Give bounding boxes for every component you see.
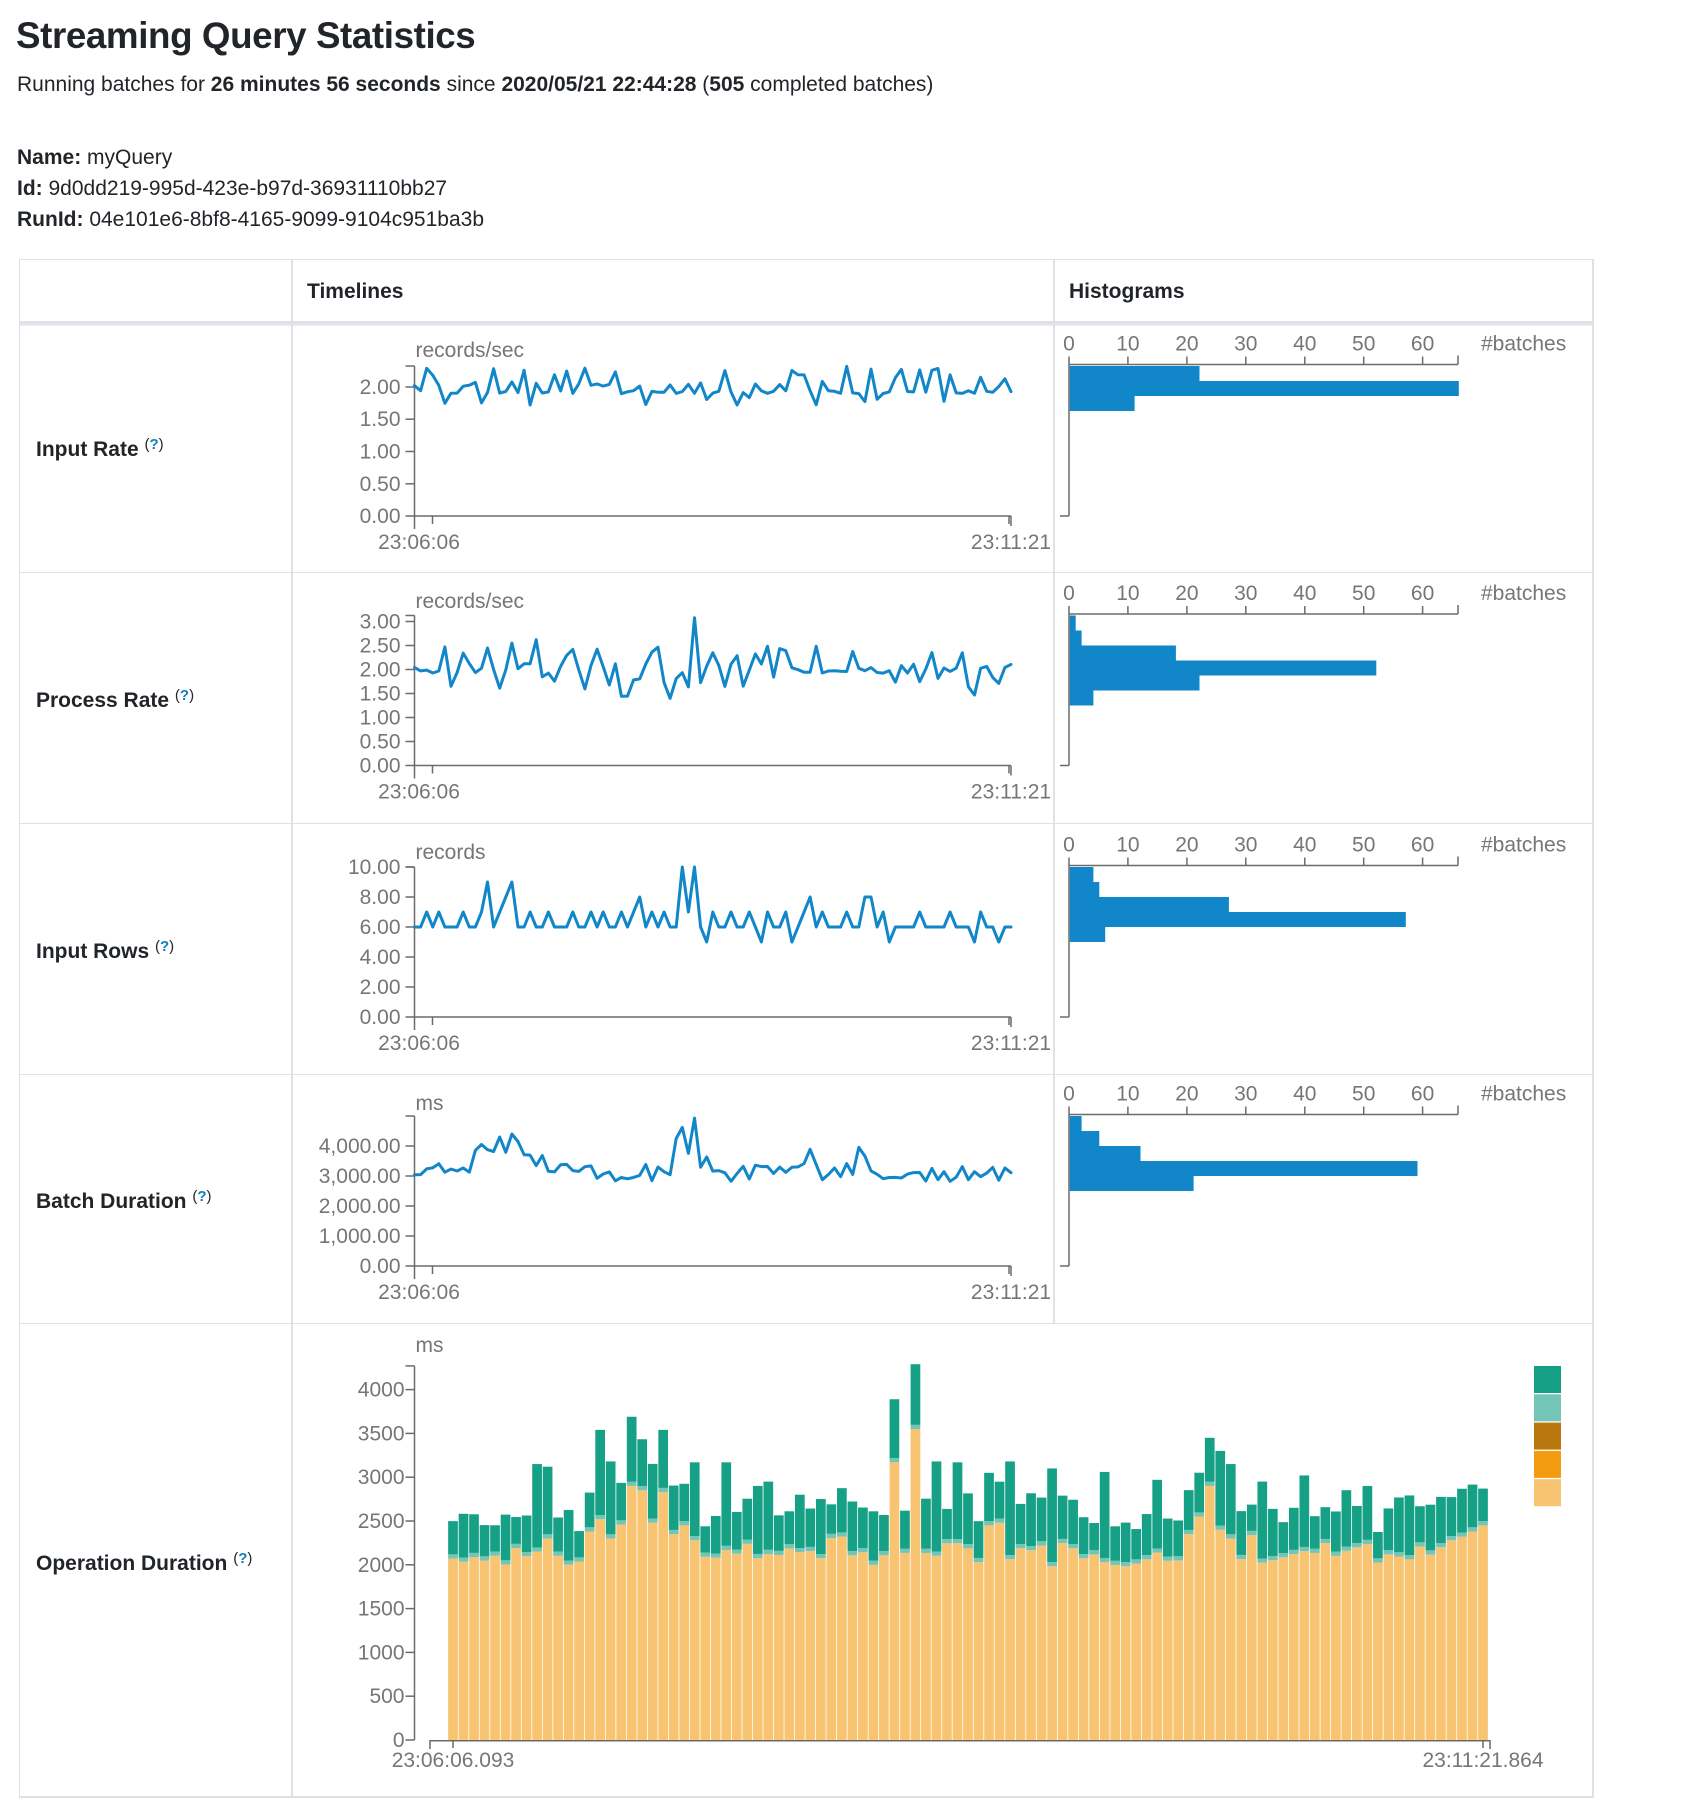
svg-text:2.00: 2.00: [360, 659, 401, 682]
svg-text:2.00: 2.00: [360, 376, 401, 399]
svg-text:1.50: 1.50: [360, 408, 401, 431]
svg-text:2000: 2000: [358, 1554, 405, 1577]
svg-text:40: 40: [1293, 582, 1316, 605]
svg-text:23:06:06.093: 23:06:06.093: [392, 1749, 515, 1772]
svg-text:1.00: 1.00: [360, 441, 401, 464]
svg-text:1.50: 1.50: [360, 683, 401, 706]
svg-text:8.00: 8.00: [360, 886, 401, 909]
svg-text:20: 20: [1175, 1083, 1198, 1106]
svg-text:1000: 1000: [358, 1641, 405, 1664]
svg-text:10: 10: [1116, 333, 1139, 356]
svg-text:3,000.00: 3,000.00: [319, 1165, 401, 1188]
svg-text:0.00: 0.00: [360, 505, 401, 528]
svg-text:records: records: [416, 841, 486, 864]
svg-text:30: 30: [1234, 333, 1257, 356]
svg-text:#batches: #batches: [1481, 834, 1566, 857]
svg-text:10.00: 10.00: [348, 856, 401, 879]
svg-text:2.00: 2.00: [360, 976, 401, 999]
svg-text:23:11:21.864: 23:11:21.864: [1422, 1749, 1543, 1772]
svg-text:60: 60: [1411, 333, 1434, 356]
svg-text:40: 40: [1293, 1083, 1316, 1106]
svg-text:23:11:21: 23:11:21: [971, 1032, 1051, 1055]
svg-text:20: 20: [1175, 582, 1198, 605]
svg-text:40: 40: [1293, 834, 1316, 857]
svg-text:ms: ms: [416, 1334, 444, 1357]
svg-text:4,000.00: 4,000.00: [319, 1135, 401, 1158]
svg-text:#batches: #batches: [1481, 582, 1566, 605]
svg-text:60: 60: [1411, 582, 1434, 605]
svg-text:0: 0: [1063, 333, 1075, 356]
svg-text:60: 60: [1411, 834, 1434, 857]
svg-text:2500: 2500: [358, 1510, 405, 1533]
svg-text:20: 20: [1175, 333, 1198, 356]
svg-text:0.50: 0.50: [360, 473, 401, 496]
svg-text:23:06:06: 23:06:06: [378, 781, 460, 804]
svg-text:3.00: 3.00: [360, 611, 401, 634]
svg-text:20: 20: [1175, 834, 1198, 857]
svg-text:2,000.00: 2,000.00: [319, 1195, 401, 1218]
svg-text:30: 30: [1234, 834, 1257, 857]
svg-text:23:06:06: 23:06:06: [378, 531, 460, 554]
svg-text:0: 0: [1063, 1083, 1075, 1106]
svg-text:60: 60: [1411, 1083, 1434, 1106]
svg-text:2.50: 2.50: [360, 635, 401, 658]
svg-text:23:11:21: 23:11:21: [971, 531, 1051, 554]
svg-text:23:11:21: 23:11:21: [971, 781, 1051, 804]
svg-text:3500: 3500: [358, 1422, 405, 1445]
svg-text:50: 50: [1352, 1083, 1375, 1106]
svg-text:23:11:21: 23:11:21: [971, 1281, 1051, 1304]
svg-text:50: 50: [1352, 834, 1375, 857]
svg-text:6.00: 6.00: [360, 916, 401, 939]
svg-text:ms: ms: [416, 1092, 444, 1115]
svg-text:0.00: 0.00: [360, 755, 401, 778]
svg-text:30: 30: [1234, 1083, 1257, 1106]
svg-text:#batches: #batches: [1481, 1083, 1566, 1106]
svg-text:23:06:06: 23:06:06: [378, 1281, 460, 1304]
svg-text:30: 30: [1234, 582, 1257, 605]
svg-text:records/sec: records/sec: [416, 590, 525, 613]
svg-text:4000: 4000: [358, 1379, 405, 1402]
svg-text:3000: 3000: [358, 1466, 405, 1489]
svg-text:1.00: 1.00: [360, 707, 401, 730]
svg-text:#batches: #batches: [1481, 333, 1566, 356]
svg-text:0: 0: [1063, 834, 1075, 857]
svg-text:10: 10: [1116, 582, 1139, 605]
svg-text:0.00: 0.00: [360, 1255, 401, 1278]
svg-text:records/sec: records/sec: [416, 339, 525, 362]
svg-text:50: 50: [1352, 582, 1375, 605]
svg-text:1,000.00: 1,000.00: [319, 1225, 401, 1248]
svg-text:0.00: 0.00: [360, 1006, 401, 1029]
svg-text:50: 50: [1352, 333, 1375, 356]
svg-text:4.00: 4.00: [360, 946, 401, 969]
svg-text:1500: 1500: [358, 1598, 405, 1621]
svg-text:500: 500: [369, 1685, 404, 1708]
svg-text:0: 0: [393, 1729, 405, 1752]
svg-text:10: 10: [1116, 1083, 1139, 1106]
svg-text:40: 40: [1293, 333, 1316, 356]
svg-text:10: 10: [1116, 834, 1139, 857]
svg-text:0: 0: [1063, 582, 1075, 605]
svg-text:23:06:06: 23:06:06: [378, 1032, 460, 1055]
svg-text:0.50: 0.50: [360, 731, 401, 754]
